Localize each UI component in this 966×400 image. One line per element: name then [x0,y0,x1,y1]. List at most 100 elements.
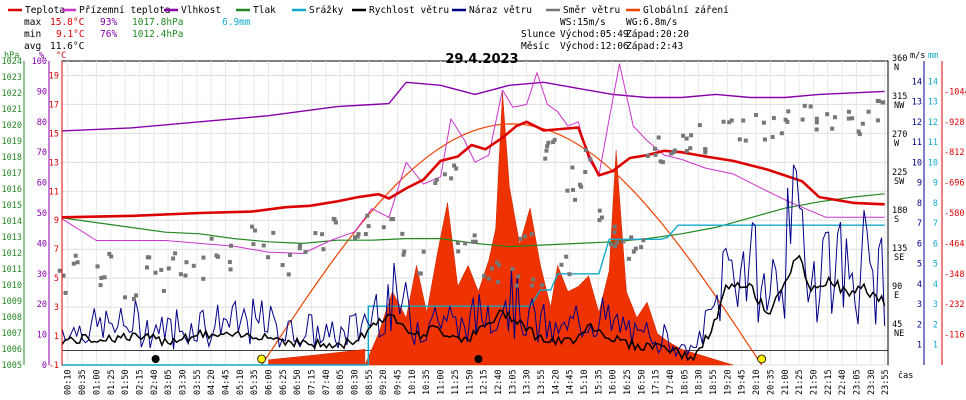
markers [151,354,767,364]
wind-direction-point [470,239,475,244]
wind-direction-point [303,249,308,254]
hpa-unit-label: hPa [4,51,19,61]
stat-gust: WG:6.8m/s [626,17,677,28]
wind-direction-point [61,273,66,278]
wind-direction-point [621,239,626,244]
x-tick-label: 13:30 [523,369,533,395]
ms-tick-label: 10 [912,158,922,168]
wind-direction-point [298,243,303,248]
wind-direction-point [860,121,865,126]
wind-direction-point [546,140,551,145]
wind-direction-point [266,255,271,260]
wind-direction-point [641,238,646,243]
mm-tick-label: 12 [928,118,938,128]
stat-max-hum: 93% [100,17,117,28]
x-tick-label: 21:50 [809,369,819,395]
x-tick-label: 08:05 [336,369,346,395]
stat-min-temp: 9.1°C [56,29,85,40]
wind-direction-point [449,176,454,181]
x-tick-label: 23:30 [867,369,877,395]
wind-direction-point [381,225,386,230]
x-tick-label: 20:35 [766,369,776,395]
wind-direction-point [599,215,604,220]
wind-direction-point [421,249,426,254]
wind-direction-point [684,136,689,141]
wind-direction-point [802,103,807,108]
wind-direction-point [401,252,406,257]
x-tick-label: 17:40 [666,369,676,395]
x-tick-label: 13:05 [508,369,518,395]
wind-direction-point [417,271,422,276]
wind-direction-point [320,232,325,237]
x-tick-label: 02:40 [150,369,160,395]
ms-tick-label: 1 [917,341,922,351]
wind-direction-point [109,254,114,259]
hpa-tick-label: 1007 [2,329,22,339]
x-tick-label: 07:15 [308,369,318,395]
x-tick-label: 06:50 [293,369,303,395]
x-tick-label: 17:15 [652,369,662,395]
wind-direction-point [671,150,676,155]
wind-direction-point [75,260,80,265]
wind-direction-point [866,109,871,114]
stat-min-hum: 76% [100,29,117,40]
legend-label: Srážky [309,5,344,16]
x-tick-label: 14:45 [566,369,576,395]
wind-direction-point [761,120,766,125]
x-tick-label: 07:40 [322,369,332,395]
chart-title: 29.4.2023 [445,52,518,67]
x-tick-label: 00:10 [64,369,74,395]
x-tick-label: 19:20 [723,369,733,395]
wind-direction-point [631,249,636,254]
x-tick-label: 23:05 [852,369,862,395]
x-tick-label: 00:35 [78,369,88,395]
x-tick-label: 12:40 [494,369,504,395]
pct-tick-label: 80 [37,118,47,128]
wind-direction-point [454,166,459,171]
wind-direction-point [455,240,460,245]
wind-direction-point [689,133,694,138]
dir-tick-label: 180 [892,206,907,216]
wind-direction-point [159,267,164,272]
pct-tick-label: 100 [32,57,47,67]
wind-direction-point [209,236,214,241]
mm-tick-label: 1 [933,341,938,351]
wind-direction-point [452,163,457,168]
wind-direction-point [703,147,708,152]
hpa-tick-label: 1021 [2,105,22,115]
wind-direction-point [741,118,746,123]
wind-direction-point [251,242,256,247]
wind-gust-line [61,164,886,358]
wind-direction-point [573,197,578,202]
ms-tick-label: 7 [917,219,922,229]
wind-direction-point [191,263,196,268]
wind-direction-point [727,120,732,125]
ms-tick-label: 9 [917,179,922,189]
wm2-tick-label: -1044 [944,87,966,97]
wind-direction-point [107,251,112,256]
wind-direction-point [669,151,674,156]
hpa-tick-label: 1018 [2,153,22,163]
wind-direction-point [402,249,407,254]
x-tick-label: 10:10 [408,369,418,395]
x-tick-label: 03:30 [178,369,188,395]
wind-direction-point [577,182,582,187]
stat-sunrise: Východ:05:49 [560,29,629,40]
wind-direction-point [99,275,104,280]
x-tick-label: 12:15 [480,369,490,395]
wind-direction-point [814,127,819,132]
wind-direction-point [280,263,285,268]
wind-direction-point [201,255,206,260]
x-tick-label: 01:00 [92,369,102,395]
stat-sun: Slunce [521,29,556,40]
series-layer [57,63,886,366]
wind-direction-point [846,116,851,121]
wind-direction-point [510,267,515,272]
wind-direction-point [252,228,257,233]
hpa-tick-label: 1006 [2,345,22,355]
wind-direction-point [442,172,447,177]
wind-direction-point [228,267,233,272]
hpa-tick-label: 1017 [2,169,22,179]
ms-tick-label: 5 [917,260,922,270]
wind-direction-point [495,260,500,265]
